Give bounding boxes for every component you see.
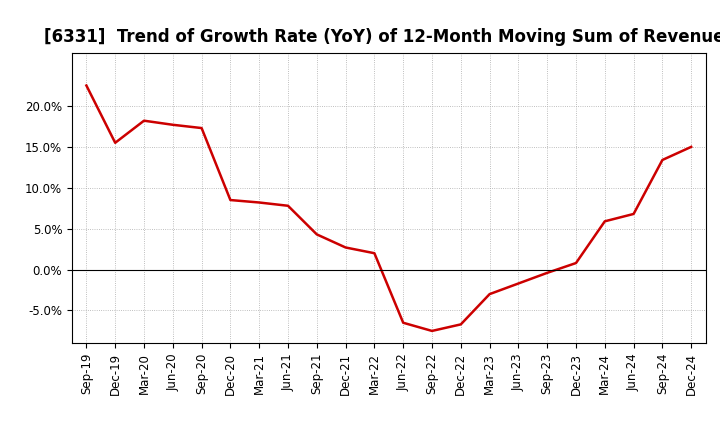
Title: [6331]  Trend of Growth Rate (YoY) of 12-Month Moving Sum of Revenues: [6331] Trend of Growth Rate (YoY) of 12-…	[44, 28, 720, 46]
